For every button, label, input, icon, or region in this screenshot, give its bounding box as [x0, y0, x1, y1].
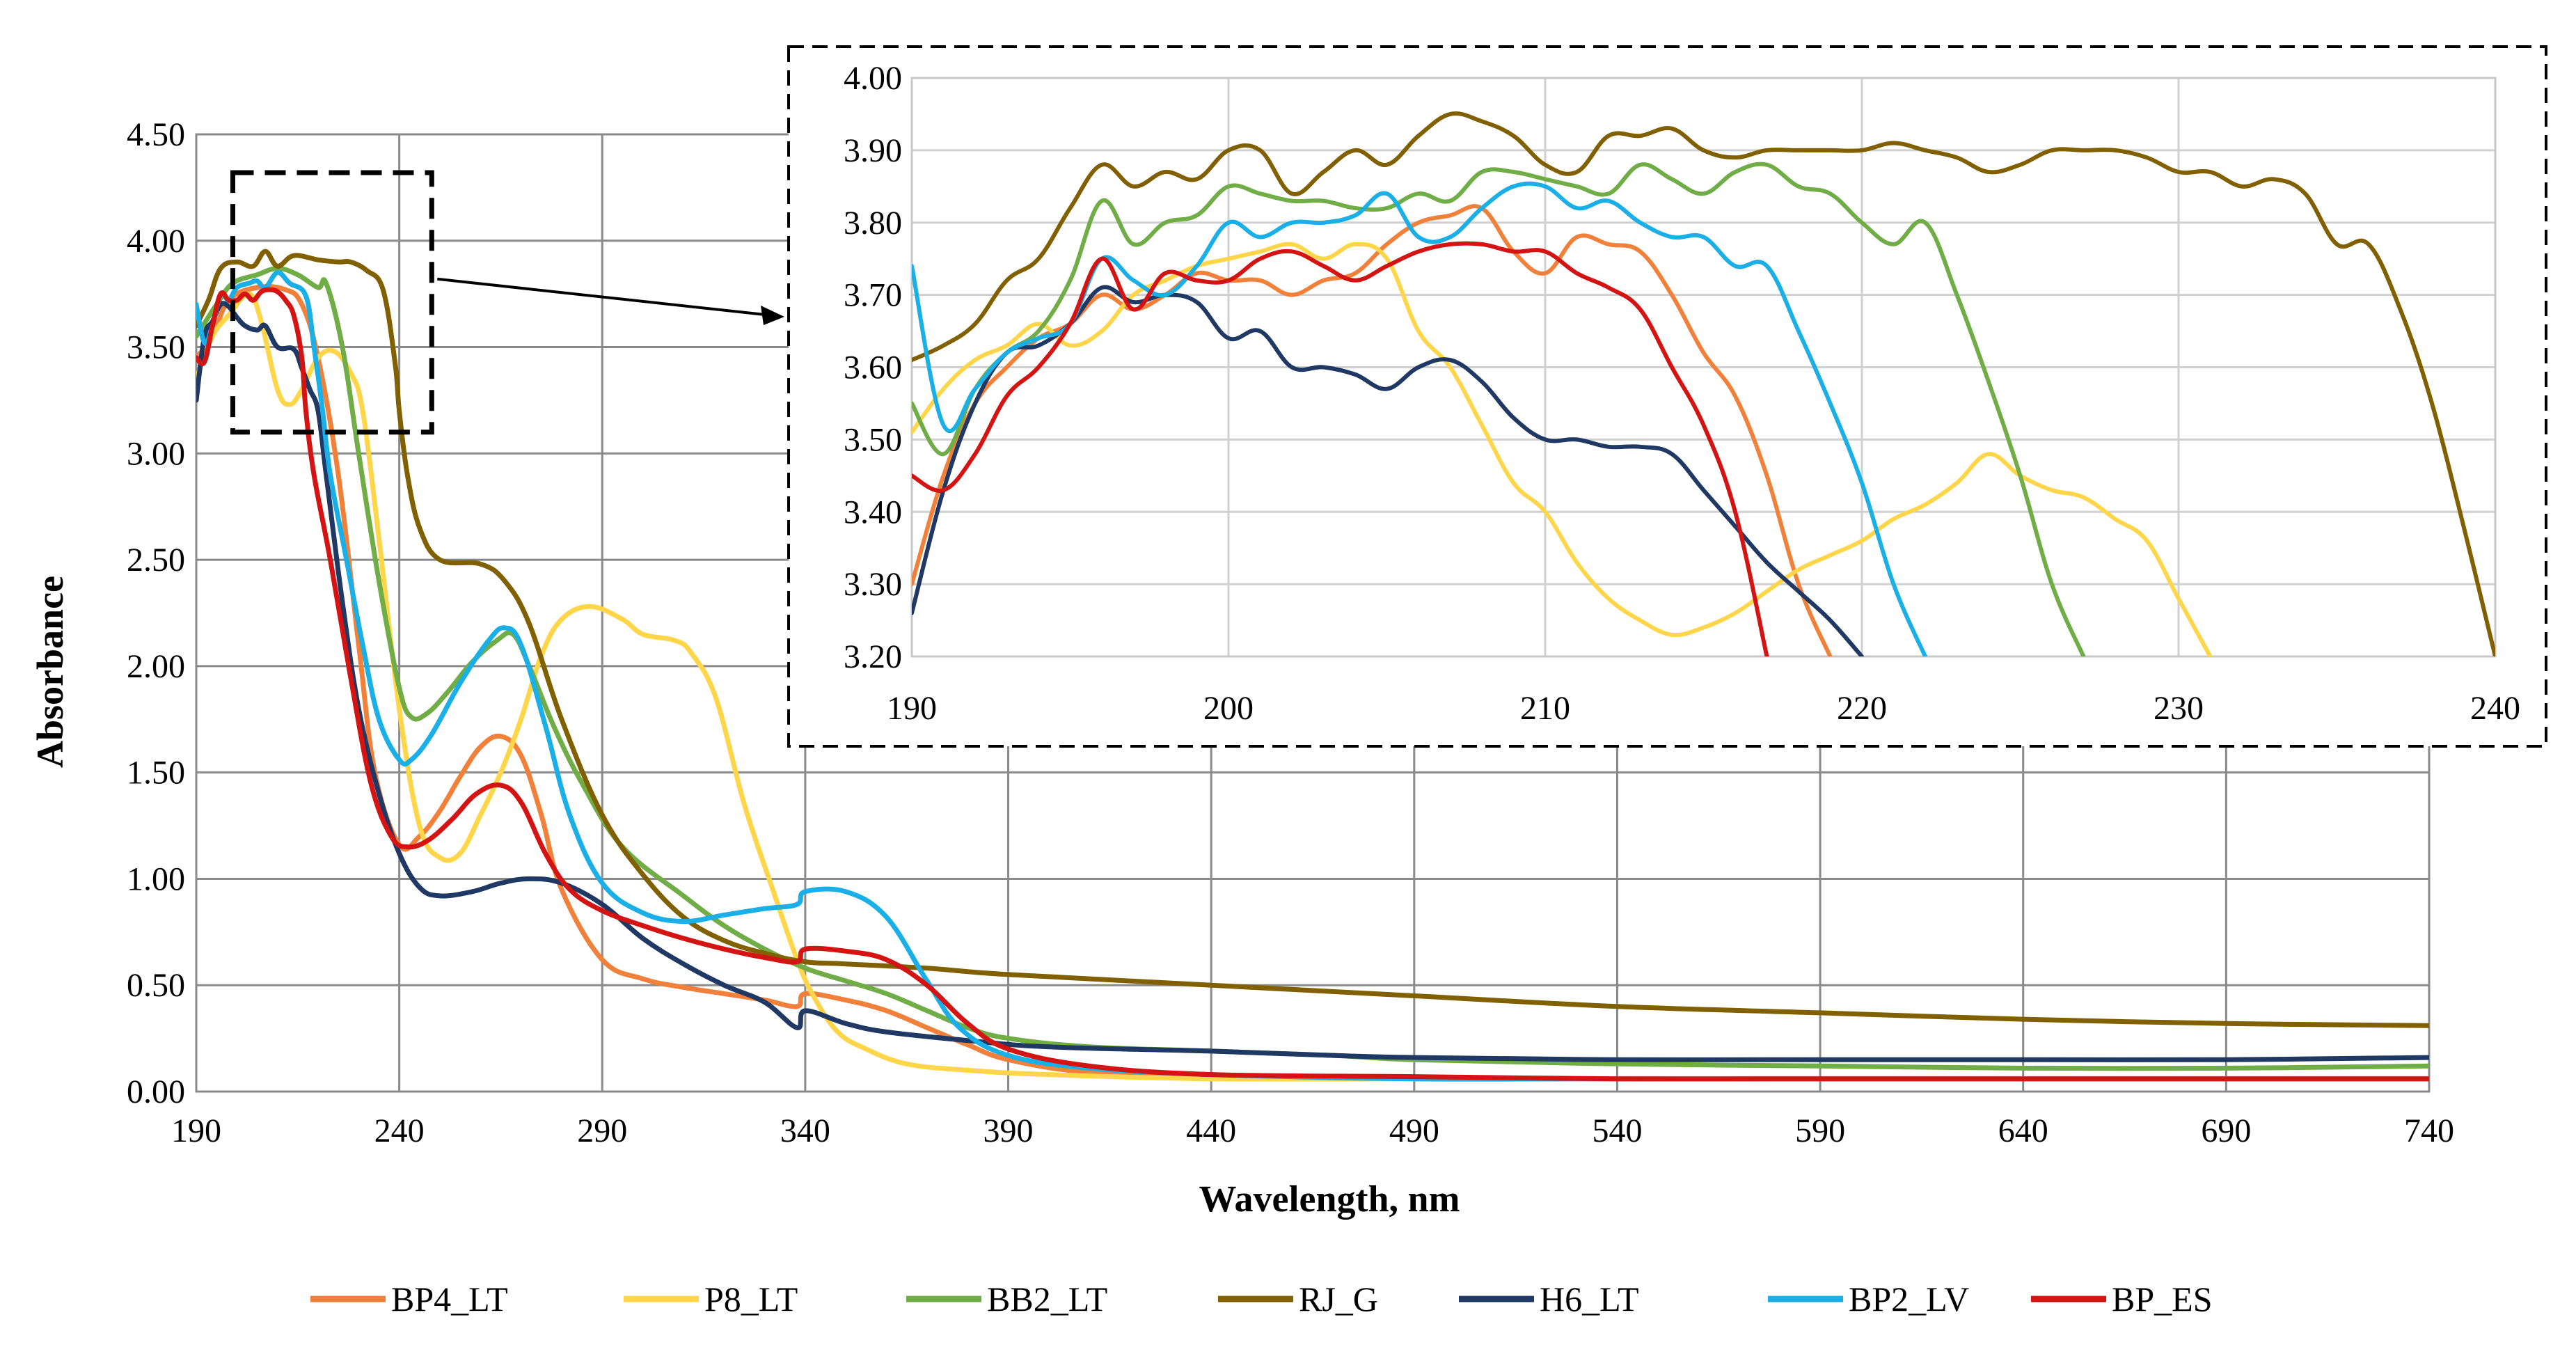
legend-label: RJ_G [1299, 1280, 1378, 1318]
y-tick-label: 3.50 [127, 329, 185, 366]
x-tick-label: 190 [887, 690, 937, 727]
y-tick-label: 4.00 [127, 223, 185, 260]
y-tick-label: 3.60 [844, 349, 902, 386]
x-tick-label: 690 [2201, 1112, 2251, 1149]
y-tick-label: 4.50 [127, 116, 185, 153]
inset-plot-tick-labels: 190 200 210 220 230 240 3.20 3.30 3.40 3.50 3.60 3.… [844, 60, 2520, 727]
y-tick-label: 3.80 [844, 205, 902, 242]
x-tick-label: 740 [2404, 1112, 2454, 1149]
y-tick-label: 3.00 [127, 435, 185, 472]
x-tick-label: 640 [1998, 1112, 2048, 1149]
y-tick-label: 3.40 [844, 494, 902, 530]
x-tick-label: 590 [1795, 1112, 1845, 1149]
x-tick-label: 490 [1389, 1112, 1439, 1149]
y-tick-label: 1.00 [127, 860, 185, 897]
y-tick-label: 2.50 [127, 542, 185, 578]
zoom-region-box [230, 170, 434, 435]
x-tick-label: 390 [983, 1112, 1034, 1149]
y-tick-label: 4.00 [844, 60, 902, 97]
legend-label: P8_LT [704, 1280, 798, 1318]
legend-label: H6_LT [1540, 1280, 1639, 1318]
x-tick-label: 540 [1592, 1112, 1642, 1149]
y-tick-label: 2.00 [127, 648, 185, 685]
inset-plot-series [912, 111, 2495, 656]
series-line-bb2-lt [912, 162, 2086, 656]
y-tick-label: 3.20 [844, 638, 902, 675]
inset-frame [787, 45, 2547, 748]
x-axis-title: Wavelength, nm [1199, 1178, 1460, 1220]
legend-label: BP4_LT [391, 1280, 508, 1318]
arrow-shaft [437, 277, 766, 316]
plot-area-frame [910, 77, 2497, 658]
x-tick-label: 440 [1186, 1112, 1236, 1149]
zoom-arrow [437, 277, 784, 325]
series-line-bb2-lt [196, 266, 2429, 1071]
series-line-p8-lt [912, 242, 2213, 656]
y-tick-label: 3.50 [844, 421, 902, 458]
series-line-rj-g [912, 111, 2495, 656]
legend-label: BP2_LV [1849, 1280, 1969, 1318]
y-tick-label: 1.50 [127, 755, 185, 792]
main-plot-tick-labels: 190 240 290 340 390 440 490 540 590 640 690 740 0.00… [127, 116, 2454, 1149]
x-tick-label: 220 [1837, 690, 1887, 727]
series-line-p8-lt [196, 291, 2429, 1082]
x-tick-label: 200 [1203, 690, 1254, 727]
x-tick-label: 210 [1520, 690, 1570, 727]
arrow-head [761, 306, 784, 325]
x-tick-label: 190 [171, 1112, 221, 1149]
zoom-box-outline [230, 170, 434, 435]
main-plot-series [196, 249, 2429, 1082]
x-tick-label: 240 [2470, 690, 2520, 727]
x-tick-label: 290 [577, 1112, 627, 1149]
y-tick-label: 0.50 [127, 967, 185, 1004]
y-tick-label: 3.30 [844, 566, 902, 603]
y-tick-label: 0.00 [127, 1073, 185, 1110]
series-line-h6-lt [196, 301, 2429, 1062]
legend-label: BP_ES [2112, 1280, 2213, 1318]
series-line-bp-es [196, 287, 2429, 1082]
series-line-bp-es [912, 241, 1769, 656]
legend: BP4_LT P8_LT BB2_LT RJ_G H6_LT BP2_LV BP_ES [310, 1280, 2213, 1318]
x-tick-label: 240 [374, 1112, 425, 1149]
series-line-h6-lt [912, 285, 1864, 656]
series-line-rj-g [196, 249, 2429, 1028]
x-tick-label: 230 [2154, 690, 2204, 727]
legend-label: BB2_LT [987, 1280, 1107, 1318]
y-tick-label: 3.90 [844, 132, 902, 169]
y-tick-label: 3.70 [844, 277, 902, 314]
x-tick-label: 340 [780, 1112, 830, 1149]
y-axis-title: Absorbance [29, 576, 71, 768]
